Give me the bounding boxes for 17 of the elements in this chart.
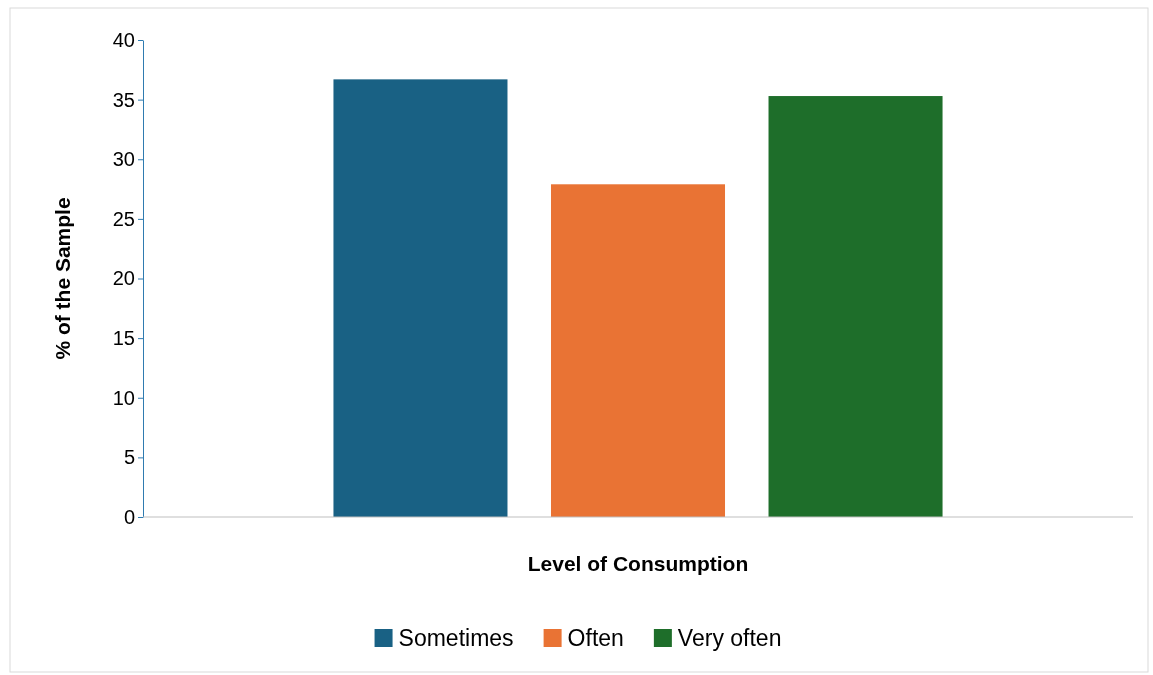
legend-label: Sometimes [398, 625, 514, 651]
x-axis-title: Level of Consumption [527, 552, 749, 575]
bar [550, 184, 726, 517]
bar [768, 96, 943, 517]
y-tick-label: 10 [112, 386, 135, 409]
y-tick-label: 20 [112, 267, 135, 290]
y-tick-label: 40 [112, 28, 135, 51]
y-tick-label: 30 [112, 148, 135, 171]
y-tick-label: 0 [123, 505, 135, 528]
y-tick-label: 35 [112, 88, 135, 111]
y-tick-label: 15 [112, 327, 135, 350]
legend-label: Often [567, 625, 624, 651]
y-axis-title: % of the Sample [51, 197, 74, 360]
bar [333, 79, 508, 517]
y-tick-label: 5 [123, 446, 135, 469]
y-tick-label: 25 [112, 207, 135, 230]
legend-label: Very often [677, 625, 782, 651]
